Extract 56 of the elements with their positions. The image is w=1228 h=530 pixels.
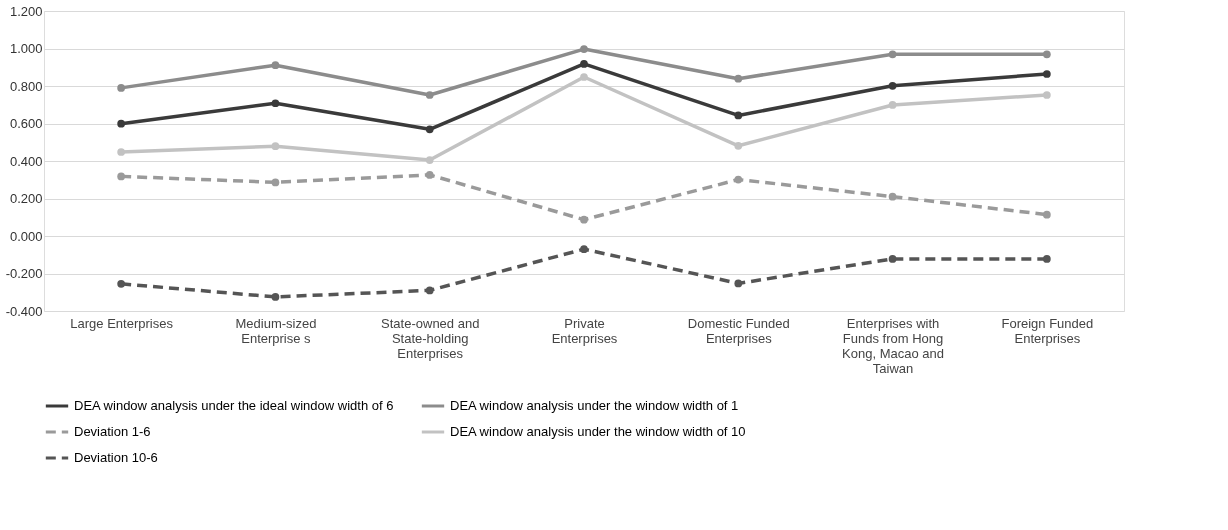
point	[580, 45, 588, 53]
point	[117, 148, 126, 156]
point	[1042, 70, 1051, 78]
point	[580, 73, 588, 81]
point	[888, 192, 897, 201]
point	[271, 99, 280, 108]
point	[271, 293, 280, 301]
y-tick-label: 0.200	[9, 191, 43, 206]
point	[425, 91, 434, 99]
x-tick-label: Medium-sized Enterprise s	[235, 315, 317, 346]
y-tick-label: 1.200	[9, 3, 43, 19]
point	[271, 142, 280, 151]
point	[734, 141, 743, 150]
point	[580, 215, 588, 224]
point	[117, 84, 126, 92]
point	[734, 279, 743, 288]
legend-label: Deviation 1-6	[74, 424, 151, 439]
legend-label: DEA window analysis under the ideal window width of 6	[74, 398, 394, 413]
point	[888, 81, 897, 90]
point	[271, 178, 280, 187]
point	[425, 125, 434, 134]
x-tick-label: Domestic Funded Enterprises	[687, 315, 790, 346]
point	[888, 101, 897, 109]
point	[734, 111, 743, 120]
point	[888, 255, 897, 263]
y-tick-label: 0.600	[9, 116, 43, 131]
point	[1042, 91, 1051, 99]
point	[580, 245, 588, 253]
point	[271, 61, 280, 70]
y-tick-label: -0.200	[5, 266, 43, 281]
point	[1042, 210, 1051, 219]
point	[425, 156, 434, 164]
y-tick-label: 0.000	[9, 228, 43, 244]
point	[888, 50, 897, 59]
x-tick-label: Foreign Funded Enterprises	[1001, 315, 1094, 346]
x-tick-label: Private Enterprises	[551, 315, 618, 346]
x-tick-label: Enterprises with Funds from Hong Kong, Macao and Taiwan	[842, 315, 945, 376]
y-tick-label: -0.400	[5, 303, 43, 319]
point	[1042, 50, 1051, 59]
legend-label: DEA window analysis under the window width of 10	[450, 424, 746, 439]
y-tick-label: 1.000	[9, 41, 43, 56]
point	[1042, 255, 1051, 263]
legend-label: Deviation 10-6	[74, 450, 158, 465]
point	[425, 286, 434, 295]
point	[425, 171, 434, 179]
y-tick-label: 0.400	[9, 153, 43, 169]
point	[580, 60, 588, 68]
point	[117, 172, 126, 181]
point	[734, 175, 743, 184]
point	[117, 119, 126, 128]
x-tick-label: Large Enterprises	[70, 315, 174, 331]
point	[117, 279, 126, 288]
y-tick-label: 0.800	[9, 78, 43, 94]
legend-label: DEA window analysis under the window width of 1	[450, 398, 739, 413]
point	[734, 74, 743, 83]
x-tick-label: State-owned and State-holding Enterprises	[381, 315, 480, 361]
